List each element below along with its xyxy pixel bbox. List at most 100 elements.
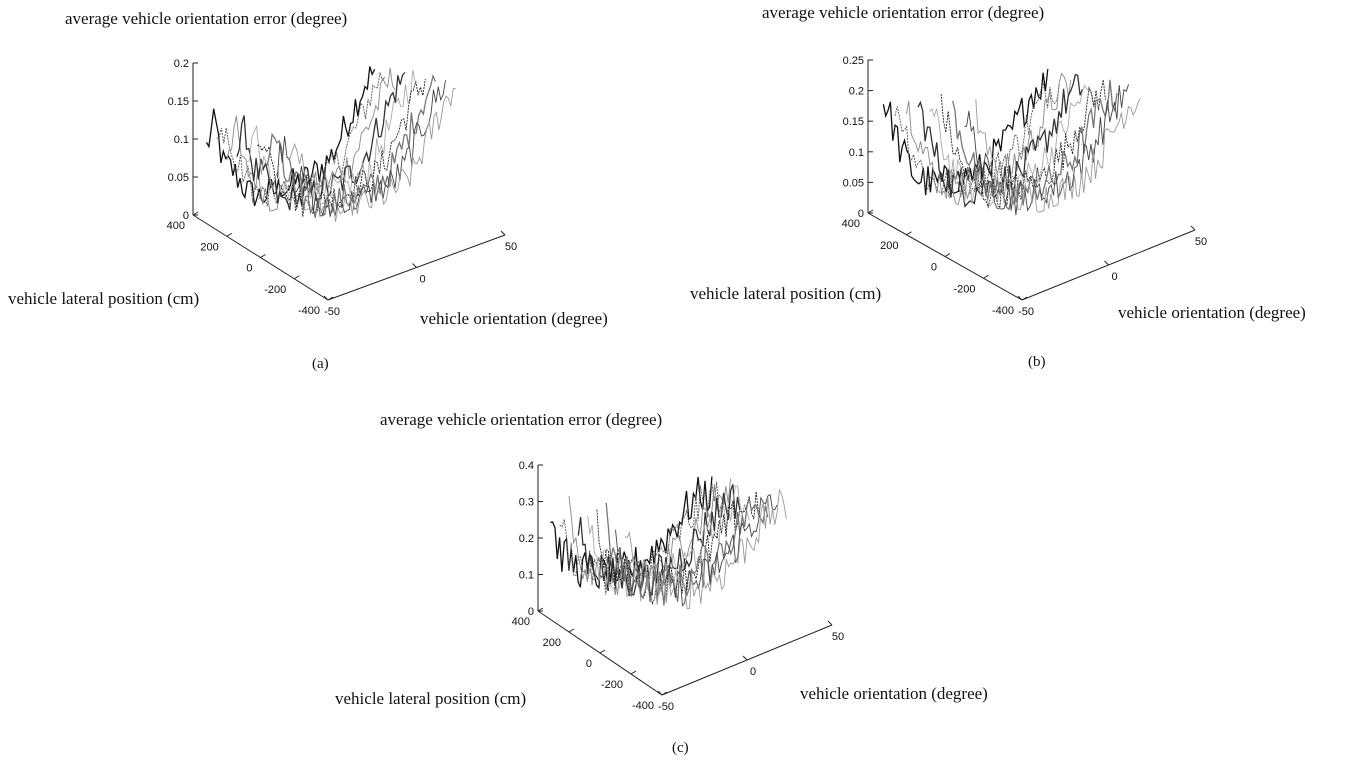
- x-tick-label: -50: [1018, 306, 1034, 318]
- z-tick-label: 0.25: [843, 55, 864, 67]
- panel-a: average vehicle orientation error (degre…: [8, 9, 608, 372]
- panel-a-x-axis-title: vehicle orientation (degree): [420, 309, 608, 328]
- data-line: [894, 82, 1060, 198]
- y-tick: [661, 691, 668, 696]
- data-line: [917, 73, 1084, 208]
- z-tick-label: 0.2: [849, 86, 864, 98]
- y-tick-label: -200: [264, 284, 286, 296]
- data-line: [287, 88, 456, 222]
- panel-c: average vehicle orientation error (degre…: [335, 410, 988, 756]
- y-tick-label: -400: [992, 305, 1014, 317]
- panel-b-axes: 0 0.05 0.1 0.15 0.2 0.25 400 200 0 -200 -400 -50 0 50: [842, 55, 1207, 318]
- data-line: [257, 79, 426, 217]
- y-tick-label: 400: [512, 616, 530, 628]
- x-tick: [323, 295, 329, 301]
- y-tick: [630, 670, 637, 675]
- z-tick-label: 0.05: [168, 172, 189, 184]
- data-line: [975, 98, 1141, 213]
- panel-c-axes: 0 0.1 0.2 0.3 0.4 400 200 0 -200 -400 -50 0 50: [512, 460, 844, 713]
- x-tick: [412, 263, 417, 268]
- y-tick: [944, 253, 951, 257]
- panel-a-axes: 0 0.05 0.1 0.15 0.2 400 200 0 -200 -400 -50 0 50: [167, 58, 517, 318]
- y-tick-label: 400: [842, 218, 860, 230]
- z-tick-label: 0: [183, 210, 189, 222]
- data-line: [236, 71, 406, 211]
- y-tick-label: -200: [953, 283, 975, 295]
- z-tick-label: 0.05: [843, 177, 864, 189]
- z-tick-label: 0.2: [519, 533, 534, 545]
- data-line: [940, 79, 1106, 210]
- y-tick: [293, 275, 300, 280]
- x-tick-label: 50: [832, 631, 844, 643]
- data-line: [929, 84, 1095, 207]
- y-tick: [192, 211, 199, 216]
- panel-b-data-lines: [882, 69, 1141, 216]
- y-tick-label: -400: [632, 700, 654, 712]
- z-tick-label: 0.1: [519, 570, 534, 582]
- data-line: [605, 498, 769, 606]
- y-tick: [568, 628, 575, 633]
- x-tick: [1017, 295, 1023, 301]
- data-line: [246, 70, 416, 211]
- z-tick-label: 0.15: [168, 96, 189, 108]
- y-tick: [983, 274, 989, 279]
- y-tick-label: 200: [200, 241, 218, 253]
- data-line: [266, 73, 436, 218]
- panel-b-z-axis-title: average vehicle orientation error (degre…: [762, 3, 1044, 22]
- z-tick-label: 0.15: [843, 116, 864, 128]
- y-tick: [599, 649, 606, 654]
- panel-a-data-lines: [205, 66, 456, 222]
- y-tick-label: 0: [931, 262, 937, 274]
- x-tick-label: 0: [1111, 271, 1117, 283]
- data-line: [624, 488, 787, 610]
- panel-a-y-axis-title: vehicle lateral position (cm): [8, 289, 199, 308]
- z-tick-label: 0.4: [519, 460, 534, 472]
- panel-c-x-axis-title: vehicle orientation (degree): [800, 684, 988, 703]
- panel-c-z-axis-title: average vehicle orientation error (degre…: [380, 410, 662, 429]
- x-tick: [1104, 260, 1109, 266]
- y-tick-label: 0: [586, 658, 592, 670]
- data-line: [216, 72, 386, 207]
- y-tick-label: 200: [543, 637, 561, 649]
- panel-b: average vehicle orientation error (degre…: [690, 3, 1306, 370]
- y-tick-label: 400: [167, 220, 185, 232]
- z-tick-label: 0.1: [174, 134, 189, 146]
- y-tick-label: -200: [601, 679, 623, 691]
- y-tick-label: 200: [880, 240, 898, 252]
- y-tick-label: 0: [246, 263, 252, 275]
- y-tick: [327, 296, 334, 301]
- x-tick-label: 50: [1195, 236, 1207, 248]
- data-line: [882, 69, 1049, 196]
- y-tick: [867, 209, 874, 214]
- x-tick: [500, 230, 506, 236]
- panel-c-data-lines: [550, 476, 787, 610]
- z-tick-label: 0: [858, 208, 864, 220]
- x-tick-label: -50: [324, 306, 340, 318]
- panel-b-caption: (b): [1028, 354, 1046, 370]
- z-tick-label: 0.3: [519, 497, 534, 509]
- y-tick-label: -400: [298, 305, 320, 317]
- y-tick: [226, 232, 233, 237]
- x-tick: [657, 690, 663, 696]
- y-tick: [906, 231, 912, 236]
- x-tick: [827, 620, 833, 626]
- panel-b-y-axis-title: vehicle lateral position (cm): [690, 284, 881, 303]
- data-line: [615, 493, 778, 607]
- panel-c-caption: (c): [672, 740, 689, 756]
- y-tick: [537, 607, 544, 612]
- panel-b-x-axis-title: vehicle orientation (degree): [1118, 303, 1306, 322]
- z-tick-label: 0: [528, 606, 534, 618]
- y-tick: [260, 254, 266, 258]
- data-line: [226, 67, 396, 212]
- panel-a-caption: (a): [312, 356, 329, 372]
- panel-a-z-axis-title: average vehicle orientation error (degre…: [65, 9, 347, 28]
- data-line: [577, 484, 741, 597]
- x-tick-label: 50: [505, 241, 517, 253]
- x-tick: [1190, 225, 1196, 231]
- x-tick-label: 0: [419, 274, 425, 286]
- z-tick-label: 0.1: [849, 147, 864, 159]
- data-line: [964, 84, 1130, 216]
- panel-c-y-axis-title: vehicle lateral position (cm): [335, 689, 526, 708]
- x-tick-label: -50: [658, 701, 674, 713]
